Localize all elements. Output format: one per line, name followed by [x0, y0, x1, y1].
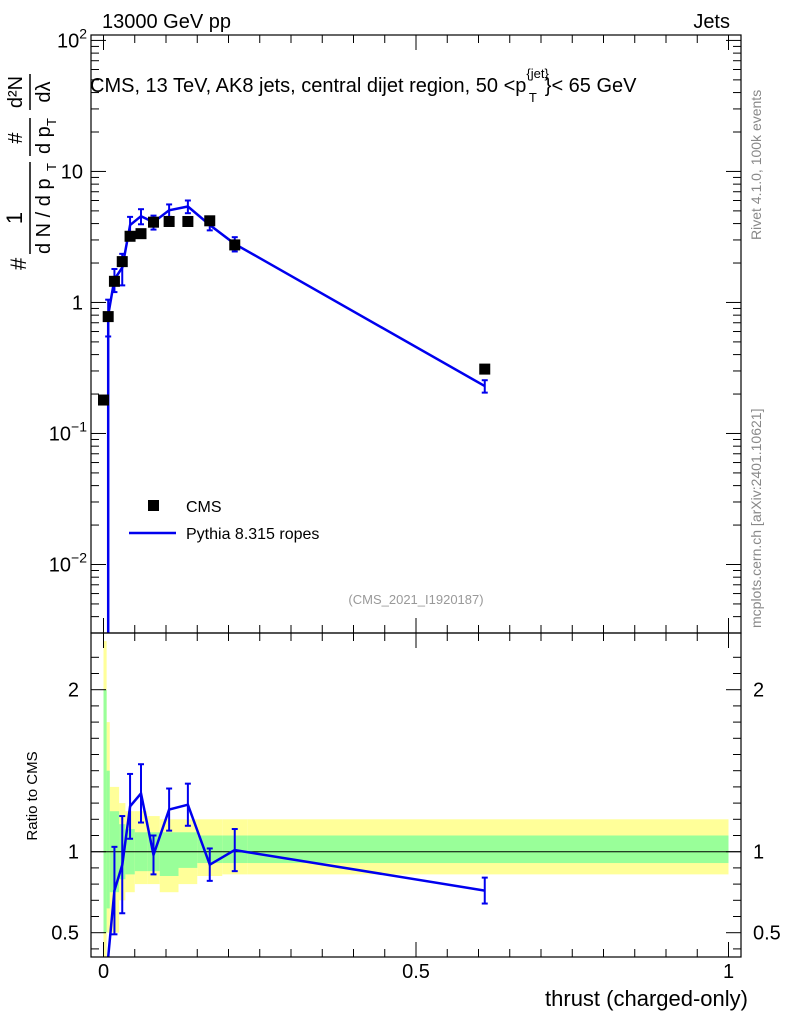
main-plot-frame	[90, 34, 742, 634]
ratio-band-inner	[159, 832, 179, 876]
main-frame-box	[90, 34, 742, 634]
data-point	[204, 215, 216, 227]
data-point	[229, 239, 241, 251]
svg-text:d N / d p: d N / d p	[33, 178, 55, 254]
legend-marker-cms	[148, 500, 159, 511]
data-point	[102, 311, 114, 323]
main-y-tick-label: 102	[57, 25, 87, 52]
ratio-y-tick-label-right: 0.5	[753, 923, 781, 945]
ratio-axis-ticks: 2 2 1 1 0.5 0.5 0 0.5 1	[51, 633, 781, 983]
main-y-tick-label: 1	[72, 292, 83, 314]
data-point	[148, 216, 159, 228]
svg-text:1: 1	[2, 212, 27, 224]
main-y-tick-label: 10−1	[49, 418, 87, 445]
mc-curve	[106, 205, 486, 633]
svg-text:#: #	[6, 257, 31, 270]
ratio-band-inner	[178, 832, 198, 868]
ratio-band-inner	[106, 770, 110, 909]
legend: CMS Pythia 8.315 ropes	[129, 499, 319, 543]
ratio-y-tick-label-right: 2	[753, 680, 764, 702]
data-point	[182, 215, 194, 227]
ratio-y-tick-label: 2	[68, 680, 79, 702]
data-point	[479, 363, 491, 375]
x-axis-label: thrust (charged-only)	[545, 986, 748, 1011]
ratio-y-tick-label: 1	[68, 842, 79, 864]
ratio-x-tick-label: 0.5	[402, 961, 430, 983]
mc-series	[105, 199, 488, 633]
svg-text:T: T	[44, 163, 59, 171]
svg-text:T: T	[44, 118, 59, 126]
ratio-y-tick-label-right: 1	[753, 842, 764, 864]
data-point	[108, 275, 120, 287]
data-series	[98, 215, 491, 406]
main-axis-ticks: 102 10 1 10−1 10−2	[49, 25, 741, 634]
legend-label-mc: Pythia 8.315 ropes	[186, 526, 319, 543]
rivet-version-label: Rivet 4.1.0, 100k events	[748, 90, 764, 240]
svg-text:d²N: d²N	[5, 76, 27, 108]
mcplots-source-label: mcplots.cern.ch [arXiv:2401.10621]	[748, 409, 764, 628]
ratio-band-inner	[103, 689, 107, 933]
svg-text:#: #	[5, 132, 27, 144]
ratio-y-tick-label: 0.5	[51, 923, 79, 945]
ratio-x-tick-label: 1	[723, 961, 734, 983]
main-y-tick-label: 10	[61, 161, 83, 183]
analysis-id-watermark: (CMS_2021_I1920187)	[348, 592, 483, 607]
data-point	[124, 230, 136, 242]
plot-title: CMS, 13 TeV, AK8 jets, central dijet reg…	[90, 66, 637, 105]
svg-text:d p: d p	[33, 126, 55, 154]
data-point	[163, 215, 175, 227]
header-right-label: Jets	[693, 11, 730, 33]
legend-label-cms: CMS	[186, 499, 222, 516]
data-point	[116, 256, 128, 268]
header-left-label: 13000 GeV pp	[102, 11, 231, 33]
data-point	[98, 394, 109, 406]
ratio-y-axis-label: Ratio to CMS	[24, 751, 41, 840]
svg-text:dλ: dλ	[33, 81, 55, 102]
ratio-mc-series	[106, 763, 488, 958]
data-point	[135, 228, 147, 240]
ratio-uncertainty-bands	[103, 641, 729, 957]
main-y-axis-label: # 1 d N / d p T # d p T d²N dλ	[2, 74, 59, 270]
ratio-x-tick-label: 0	[98, 961, 109, 983]
ratio-band-inner	[247, 835, 729, 864]
main-y-tick-label: 10−2	[49, 549, 87, 576]
